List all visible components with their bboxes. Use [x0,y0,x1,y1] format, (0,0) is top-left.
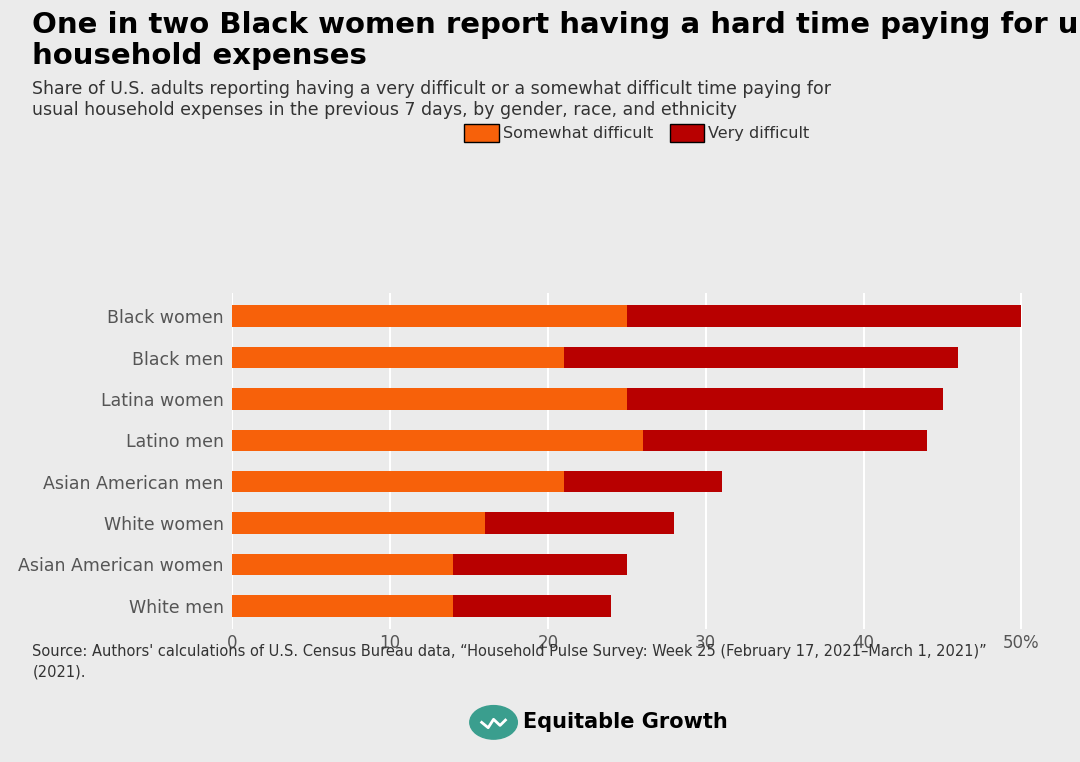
Text: Share of U.S. adults reporting having a very difficult or a somewhat difficult t: Share of U.S. adults reporting having a … [32,80,832,98]
Bar [454,554,626,575]
Bar [232,471,564,492]
Bar [232,347,564,368]
Bar [232,430,643,451]
Text: Somewhat difficult: Somewhat difficult [503,126,653,141]
Bar [626,306,1022,327]
Bar [454,595,611,616]
Bar [232,306,626,327]
Bar [232,512,485,534]
Text: Source: Authors' calculations of U.S. Census Bureau data, “Household Pulse Surve: Source: Authors' calculations of U.S. Ce… [32,644,987,680]
Text: Very difficult: Very difficult [708,126,810,141]
Bar [643,430,927,451]
Bar [232,388,626,410]
Bar [232,554,454,575]
Text: usual household expenses in the previous 7 days, by gender, race, and ethnicity: usual household expenses in the previous… [32,101,738,119]
Bar [232,595,454,616]
Text: One in two Black women report having a hard time paying for usual: One in two Black women report having a h… [32,11,1080,40]
Bar [485,512,674,534]
Bar [626,388,943,410]
Bar [564,347,958,368]
Bar [564,471,721,492]
Text: Equitable Growth: Equitable Growth [523,712,728,732]
Text: household expenses: household expenses [32,42,367,70]
